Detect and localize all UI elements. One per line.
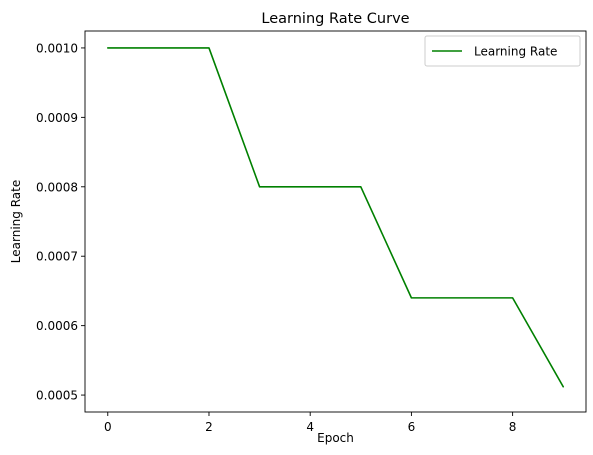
x-axis-label: Epoch: [317, 431, 354, 445]
x-tick-label: 6: [408, 420, 416, 434]
y-tick-label: 0.0009: [36, 111, 78, 125]
plot-frame: [84, 30, 587, 413]
y-tick-label: 0.0006: [36, 319, 78, 333]
y-tick-label: 0.0010: [36, 41, 78, 55]
legend: Learning Rate: [424, 35, 581, 67]
series-line-0: [106, 47, 565, 388]
x-tick-label: 4: [306, 420, 314, 434]
x-tick-label: 8: [509, 420, 517, 434]
legend-label: Learning Rate: [474, 45, 557, 59]
x-tick-label: 2: [205, 420, 213, 434]
x-tick-label: 0: [104, 420, 112, 434]
y-axis-label: Learning Rate: [9, 180, 23, 263]
legend-box: [424, 35, 581, 67]
y-tick-label: 0.0007: [36, 250, 78, 264]
y-tick-label: 0.0005: [36, 389, 78, 403]
y-tick-label: 0.0008: [36, 180, 78, 194]
chart-title: Learning Rate Curve: [261, 11, 409, 27]
